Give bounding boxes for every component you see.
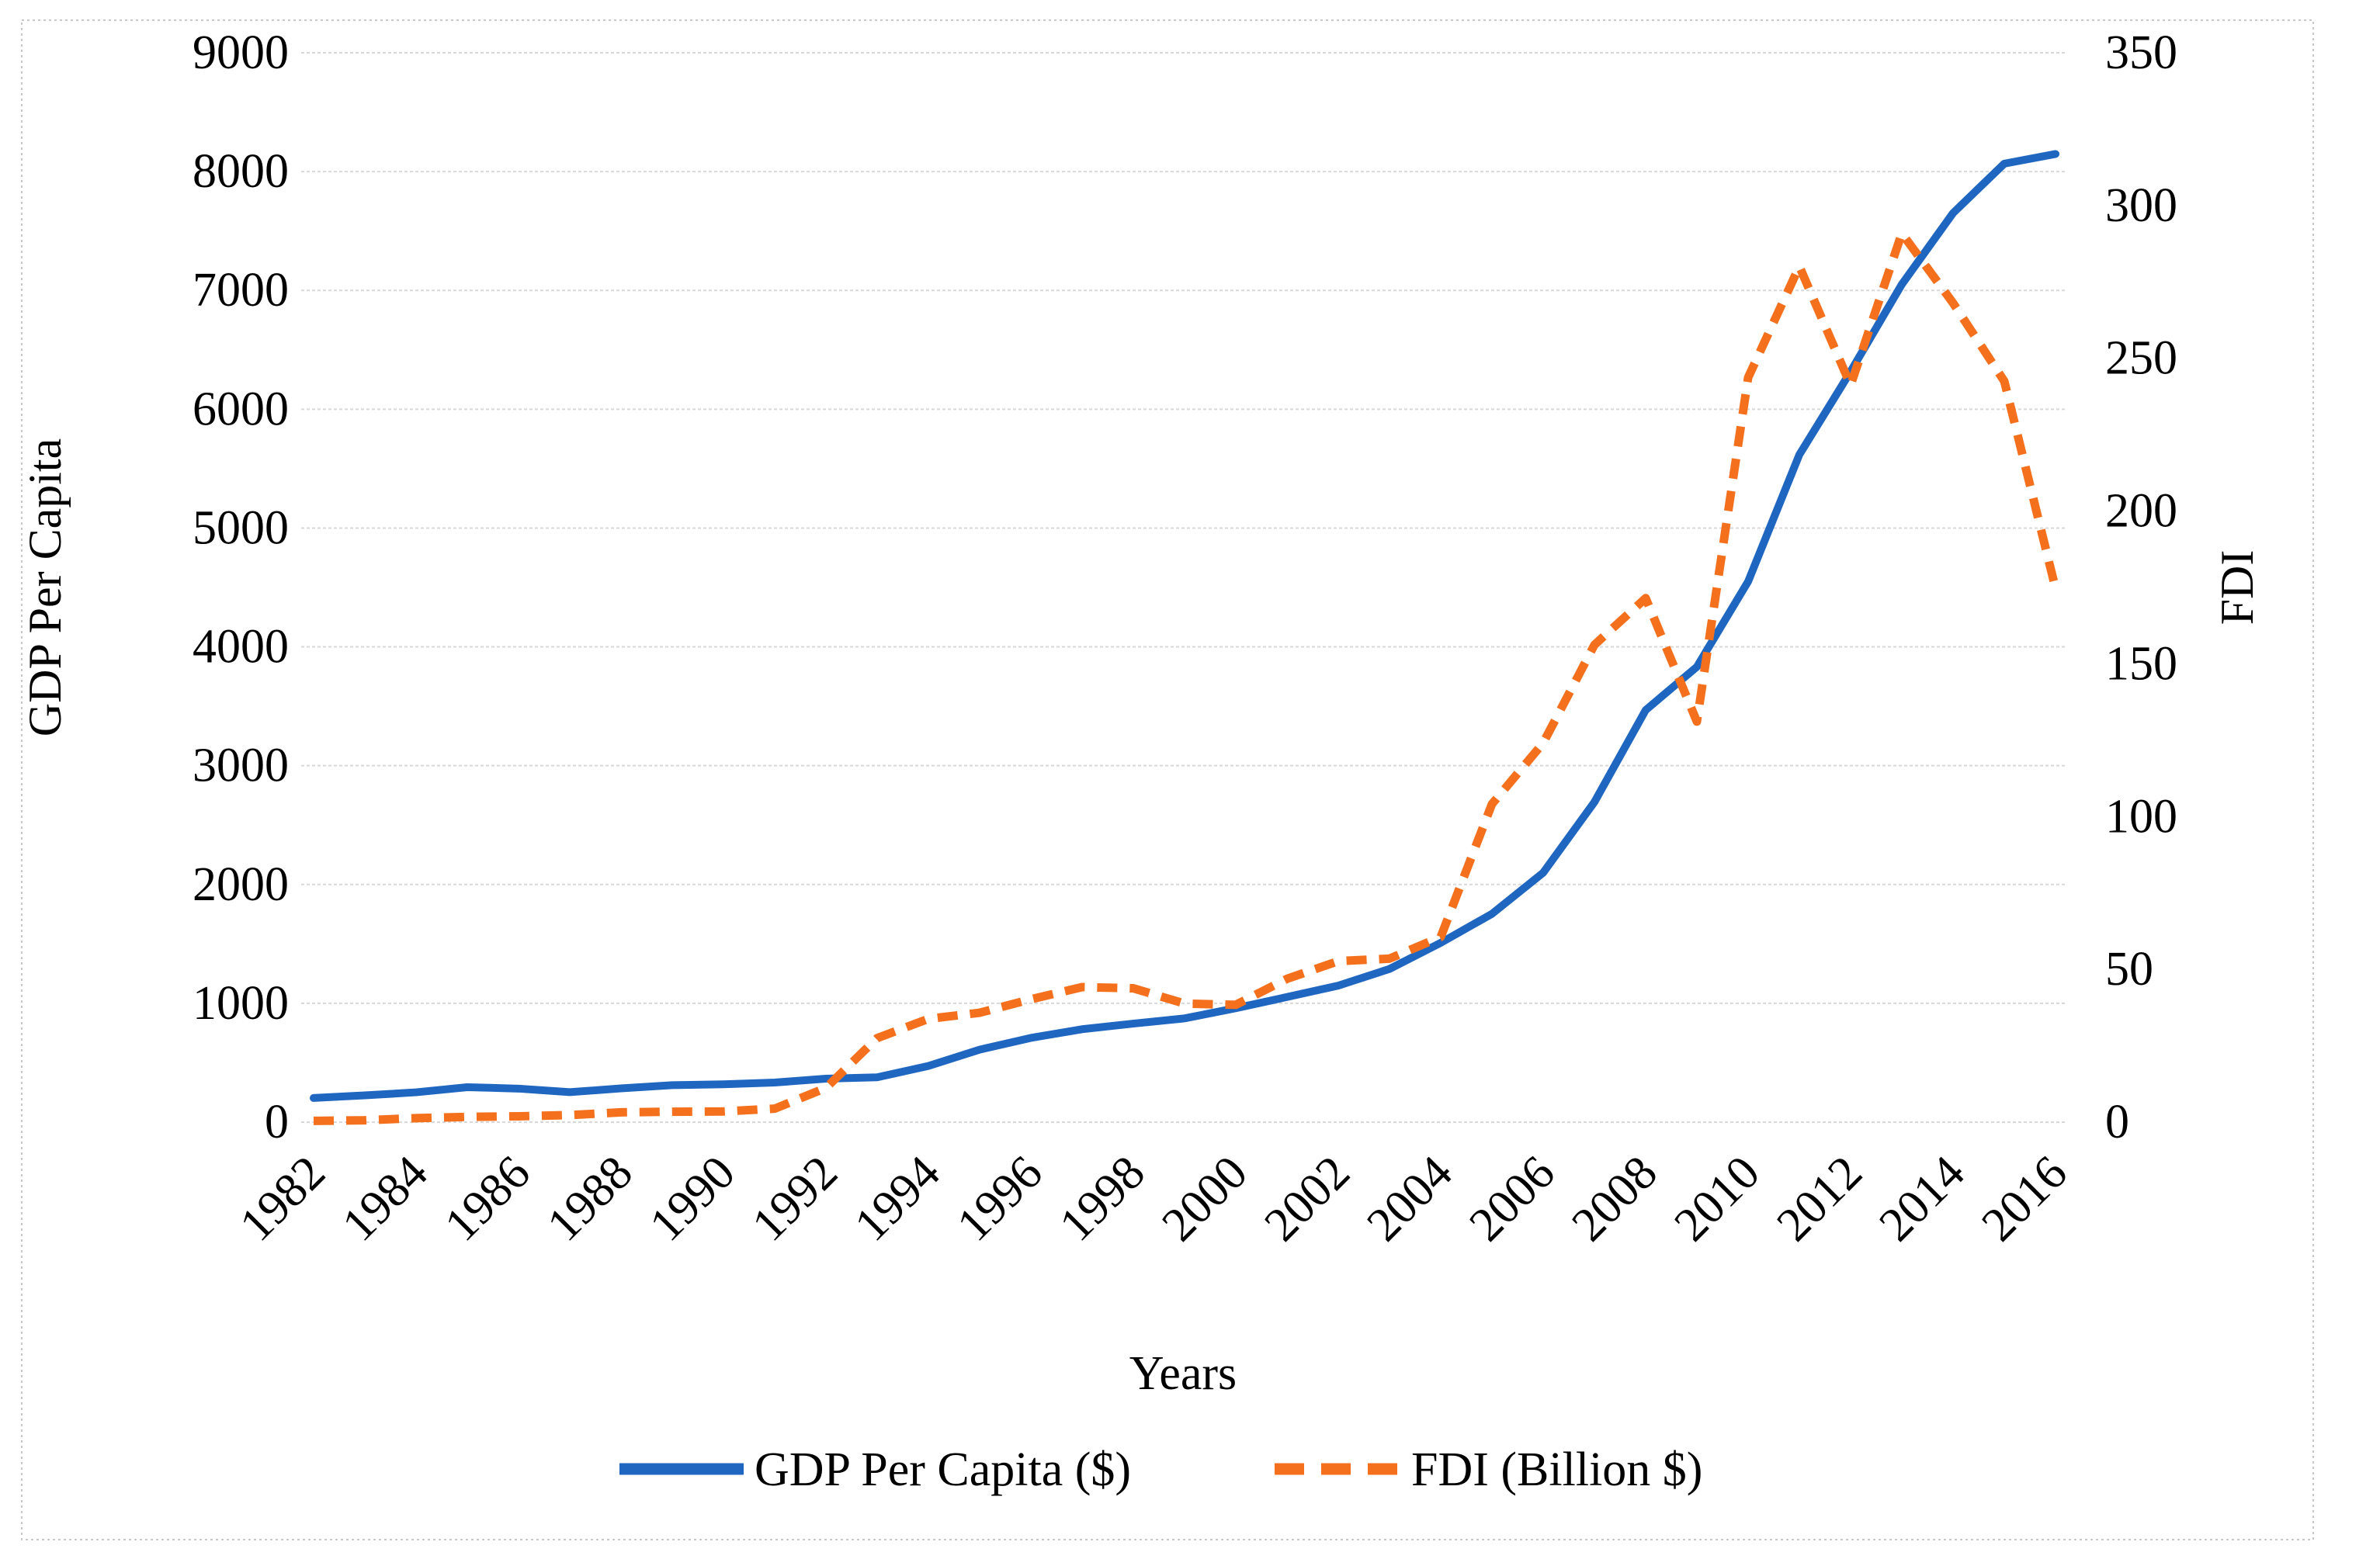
x-axis-tick-label: 1996 bbox=[947, 1146, 1053, 1252]
x-axis-tick-label: 2006 bbox=[1459, 1146, 1565, 1252]
x-axis-tick-label: 1992 bbox=[742, 1146, 848, 1252]
legend-label-fdi: FDI (Billion $) bbox=[1411, 1443, 1702, 1496]
left-axis-tick-label: 8000 bbox=[193, 145, 289, 198]
x-axis-title: Years bbox=[1129, 1347, 1237, 1400]
x-axis-tick-label: 1984 bbox=[332, 1146, 438, 1252]
right-axis-tick-label: 200 bbox=[2105, 485, 2177, 538]
legend-item-gdp: GDP Per Capita ($) bbox=[619, 1443, 1131, 1496]
left-axis: 0 1000 2000 3000 4000 5000 6000 7000 8000 9000 bbox=[193, 26, 289, 1149]
left-axis-tick-label: 1000 bbox=[193, 977, 289, 1030]
left-axis-tick-label: 2000 bbox=[193, 858, 289, 911]
fdi-series-line bbox=[313, 229, 2060, 1125]
left-axis-tick-label: 7000 bbox=[193, 264, 289, 317]
left-axis-tick-label: 5000 bbox=[193, 501, 289, 554]
x-axis-tick-label: 1994 bbox=[845, 1146, 950, 1252]
x-axis-tick-label: 2014 bbox=[1869, 1146, 1975, 1252]
x-axis-tick-label: 2004 bbox=[1357, 1146, 1462, 1252]
left-axis-tick-label: 0 bbox=[265, 1096, 289, 1149]
left-axis-tick-label: 6000 bbox=[193, 383, 289, 435]
left-axis-tick-label: 4000 bbox=[193, 621, 289, 674]
x-axis-tick-label: 2000 bbox=[1152, 1146, 1258, 1252]
right-axis: 0 50 100 150 200 250 300 350 bbox=[2105, 26, 2177, 1149]
x-axis-tick-label: 1982 bbox=[230, 1146, 335, 1252]
right-axis-tick-label: 300 bbox=[2105, 179, 2177, 232]
left-axis-tick-label: 3000 bbox=[193, 740, 289, 792]
gridlines bbox=[301, 52, 2065, 1123]
x-axis-tick-label: 2010 bbox=[1664, 1146, 1770, 1252]
x-axis-tick-label: 2016 bbox=[1972, 1146, 2077, 1252]
x-axis-tick-label: 2012 bbox=[1767, 1146, 1872, 1252]
figure-border bbox=[21, 19, 2314, 1540]
x-axis-tick-label: 2008 bbox=[1562, 1146, 1667, 1252]
gdp-series-line bbox=[310, 150, 2059, 1102]
right-axis-tick-label: 50 bbox=[2105, 943, 2153, 996]
left-axis-title: GDP Per Capita bbox=[19, 438, 71, 736]
x-axis-tick-label: 2002 bbox=[1254, 1146, 1360, 1252]
right-axis-tick-label: 250 bbox=[2105, 332, 2177, 385]
right-axis-title: FDI bbox=[2212, 550, 2263, 625]
right-axis-tick-label: 350 bbox=[2105, 26, 2177, 79]
right-axis-tick-label: 0 bbox=[2105, 1096, 2129, 1149]
legend-label-gdp: GDP Per Capita ($) bbox=[755, 1443, 1131, 1496]
right-axis-tick-label: 100 bbox=[2105, 790, 2177, 843]
legend-item-fdi: FDI (Billion $) bbox=[1275, 1443, 1702, 1496]
x-axis-tick-label: 1998 bbox=[1049, 1146, 1155, 1252]
x-axis-tick-label: 1990 bbox=[640, 1146, 745, 1252]
x-axis: 1982198419861988199019921994199619982000… bbox=[230, 1146, 2077, 1252]
right-axis-tick-label: 150 bbox=[2105, 637, 2177, 690]
x-axis-tick-label: 1986 bbox=[435, 1146, 540, 1252]
x-axis-tick-label: 1988 bbox=[537, 1146, 643, 1252]
left-axis-tick-label: 9000 bbox=[193, 26, 289, 79]
legend: GDP Per Capita ($) FDI (Billion $) bbox=[619, 1443, 1702, 1496]
